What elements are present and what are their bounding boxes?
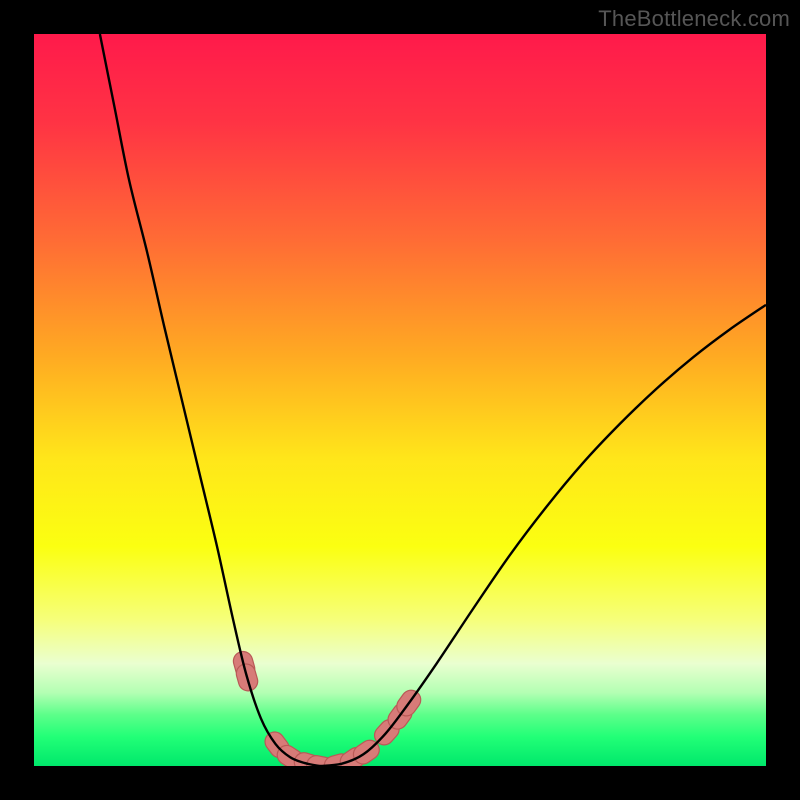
chart-container: { "watermark": { "text": "TheBottleneck.…	[0, 0, 800, 800]
curve-layer	[34, 34, 766, 766]
data-markers	[243, 661, 411, 766]
left-branch-curve	[100, 34, 320, 766]
watermark-text: TheBottleneck.com	[598, 6, 790, 32]
right-branch-curve	[319, 305, 766, 766]
plot-area	[34, 34, 766, 766]
